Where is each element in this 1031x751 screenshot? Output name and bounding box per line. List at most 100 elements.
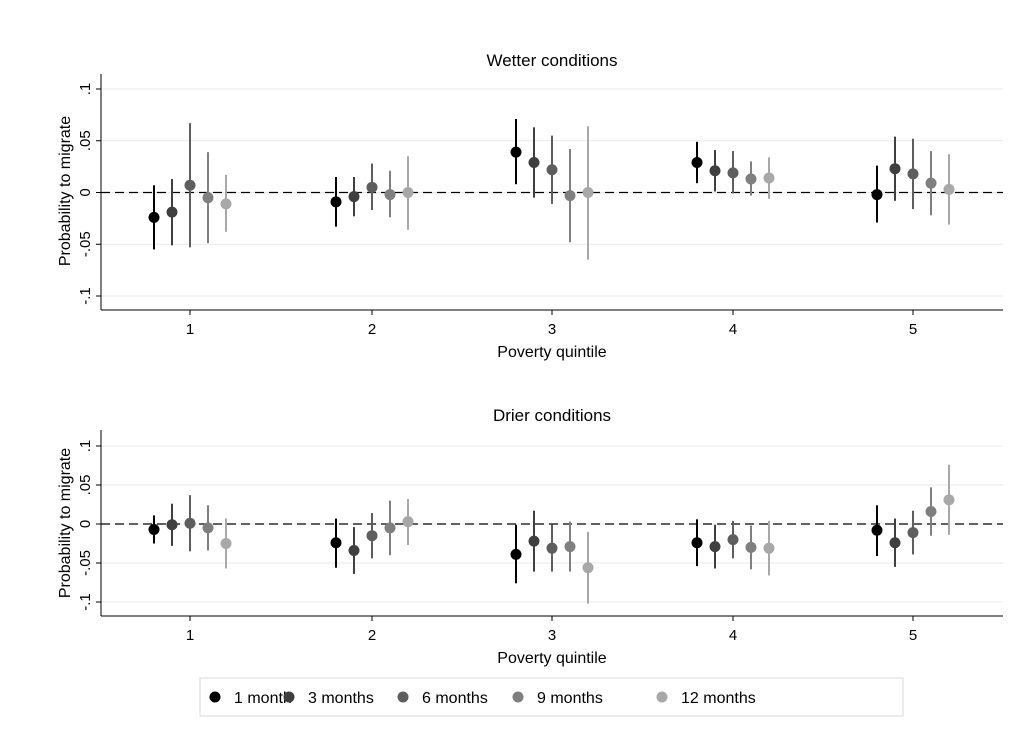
legend-label: 12 months	[681, 690, 756, 707]
point-estimate	[745, 173, 757, 185]
legend-item: 3 months	[283, 690, 374, 707]
legend-item: 9 months	[512, 690, 603, 707]
point-estimate	[907, 168, 919, 180]
x-axis-label: Poverty quintile	[497, 344, 606, 361]
point-estimate	[889, 537, 901, 549]
point-estimate	[546, 542, 558, 554]
point-estimate	[384, 189, 396, 201]
legend-item: 6 months	[397, 690, 488, 707]
y-tick-label: .1	[77, 83, 94, 96]
legend-label: 9 months	[537, 690, 603, 707]
point-estimate	[202, 522, 214, 534]
y-tick-label: .05	[77, 475, 94, 496]
x-tick-label: 2	[368, 321, 376, 338]
point-estimate	[166, 519, 178, 531]
x-tick-label: 4	[729, 627, 737, 644]
x-tick-label: 4	[729, 321, 737, 338]
tick-labels: -.1 -.05 0 .05 .1 1 2 3 4 5	[77, 83, 917, 338]
point-estimate	[402, 516, 414, 528]
point-estimate	[709, 541, 721, 553]
point-estimate	[348, 545, 360, 557]
x-tick-label: 2	[368, 627, 376, 644]
point-estimate	[366, 530, 378, 542]
point-estimate	[564, 541, 576, 553]
point-estimate	[148, 523, 160, 535]
legend-marker	[209, 691, 221, 703]
panel-title: Drier conditions	[493, 406, 611, 425]
y-tick-label: 0	[77, 188, 94, 196]
point-estimate	[528, 156, 540, 168]
legend-marker	[397, 691, 409, 703]
y-tick-label: -.1	[77, 593, 94, 611]
point-estimate	[745, 541, 757, 553]
point-estimate	[709, 165, 721, 177]
point-estimate	[925, 177, 937, 189]
point-estimate	[943, 494, 955, 506]
point-estimate	[564, 190, 576, 202]
point-estimate	[220, 198, 232, 210]
point-estimate	[330, 537, 342, 549]
y-tick-label: -.05	[77, 231, 94, 257]
panel-title: Wetter conditions	[486, 51, 617, 70]
y-tick-label: 0	[77, 520, 94, 528]
legend-marker	[512, 691, 524, 703]
point-estimate	[330, 196, 342, 208]
point-estimate	[582, 187, 594, 198]
point-estimate	[871, 189, 883, 201]
point-estimate	[184, 517, 196, 529]
point-estimate	[384, 522, 396, 534]
panel-drier: Drier conditions Probability to migrate …	[57, 406, 1003, 667]
point-estimate	[202, 192, 214, 204]
point-estimate	[402, 187, 414, 198]
point-estimate	[510, 548, 522, 560]
legend-label: 1 month	[234, 690, 292, 707]
point-estimate	[528, 535, 540, 547]
y-tick-label: -.05	[77, 550, 94, 576]
point-estimate	[148, 211, 160, 223]
x-tick-label: 3	[548, 321, 556, 338]
point-estimate	[366, 181, 378, 193]
legend-item: 12 months	[656, 690, 756, 707]
data-marks	[148, 119, 955, 260]
x-tick-label: 1	[186, 627, 194, 644]
legend-marker	[656, 691, 668, 703]
y-axis-label: Probability to migrate	[57, 116, 74, 266]
y-tick-label: .05	[77, 130, 94, 151]
legend-marker	[283, 691, 295, 703]
point-estimate	[889, 163, 901, 175]
y-axis-label: Probability to migrate	[57, 448, 74, 598]
point-estimate	[763, 542, 775, 554]
point-estimate	[166, 206, 178, 218]
point-estimate	[727, 534, 739, 546]
point-estimate	[925, 506, 937, 518]
panel-wetter: Wetter conditions Probability to migrate…	[57, 51, 1003, 361]
point-estimate	[348, 191, 360, 203]
x-tick-label: 1	[186, 321, 194, 338]
legend-label: 3 months	[308, 690, 374, 707]
point-estimate	[582, 562, 594, 574]
y-tick-label: .1	[77, 440, 94, 453]
data-marks	[148, 464, 955, 604]
x-tick-label: 3	[548, 627, 556, 644]
x-tick-label: 5	[909, 321, 917, 338]
tick-labels: -.1 -.05 0 .05 .1 1 2 3 4 5	[77, 440, 917, 644]
axes	[96, 430, 1003, 621]
point-estimate	[220, 538, 232, 549]
legend-box	[199, 677, 904, 717]
point-estimate	[727, 167, 739, 179]
point-estimate	[184, 179, 196, 191]
legend: 1 month 3 months 6 months 9 months 12 months	[199, 677, 904, 717]
point-estimate	[871, 524, 883, 536]
point-estimate	[763, 172, 775, 184]
legend-label: 6 months	[422, 690, 488, 707]
x-tick-label: 5	[909, 627, 917, 644]
point-estimate	[943, 183, 955, 195]
legend-item: 1 month	[209, 690, 292, 707]
point-estimate	[907, 527, 919, 539]
x-axis-label: Poverty quintile	[497, 650, 606, 667]
point-estimate	[510, 146, 522, 158]
point-estimate	[691, 156, 703, 168]
point-estimate	[546, 164, 558, 176]
